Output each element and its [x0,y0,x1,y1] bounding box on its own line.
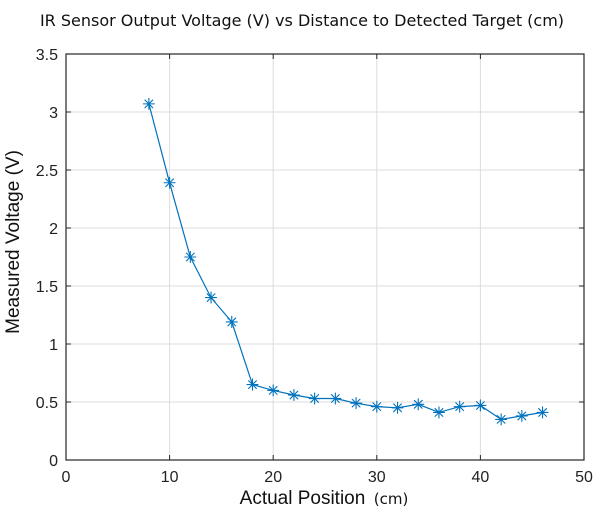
x-tick-label: 30 [368,469,386,486]
data-point-marker [246,378,259,391]
data-point-marker [453,400,466,413]
chart-title: IR Sensor Output Voltage (V) vs Distance… [40,11,564,30]
data-point-marker [515,409,528,422]
plot-area-frame [65,53,585,461]
y-tick-label: 0 [49,453,58,470]
y-tick-label: 2.5 [36,163,58,180]
data-point-marker [474,399,487,412]
data-point-marker [142,97,155,110]
tick-marks [65,53,585,461]
x-tick-label: 20 [264,469,282,486]
x-tick-labels: 0 10 20 30 40 50 [62,469,593,486]
x-axis-unit: (cm) [374,490,409,508]
data-point-marker [267,384,280,397]
data-point-marker [412,398,425,411]
data-point-marker [370,400,383,413]
series-line [148,103,543,421]
x-axis-label-text: Actual Position [240,488,366,509]
data-point-marker [495,413,508,426]
data-point-marker [225,315,238,329]
data-point-marker [329,392,342,405]
x-tick-label: 50 [575,469,593,486]
y-tick-label: 1 [49,337,58,354]
y-tick-label: 3.5 [36,47,58,64]
data-point-marker [432,406,446,419]
y-tick-label: 1.5 [36,279,58,296]
data-point-marker [308,392,321,405]
data-markers [142,97,549,426]
x-tick-label: 10 [161,469,179,486]
y-tick-labels: 0 0.5 1 1.5 2 2.5 3 3.5 [36,47,58,470]
y-tick-label: 2 [49,221,58,238]
data-point-marker [204,291,218,304]
data-point-marker [184,250,197,264]
data-point-marker [287,388,300,402]
grid [66,54,584,460]
y-axis-label: Measured Voltage (V) [3,150,24,334]
x-tick-label: 40 [472,469,490,486]
data-point-marker [350,397,363,410]
data-point-marker [391,401,404,414]
y-tick-label: 3 [49,105,58,122]
y-tick-label: 0.5 [36,395,58,412]
x-tick-label: 0 [62,469,71,486]
x-axis-label: Actual Position (cm) [240,488,409,509]
data-point-marker [163,176,176,189]
data-point-marker [536,406,549,419]
